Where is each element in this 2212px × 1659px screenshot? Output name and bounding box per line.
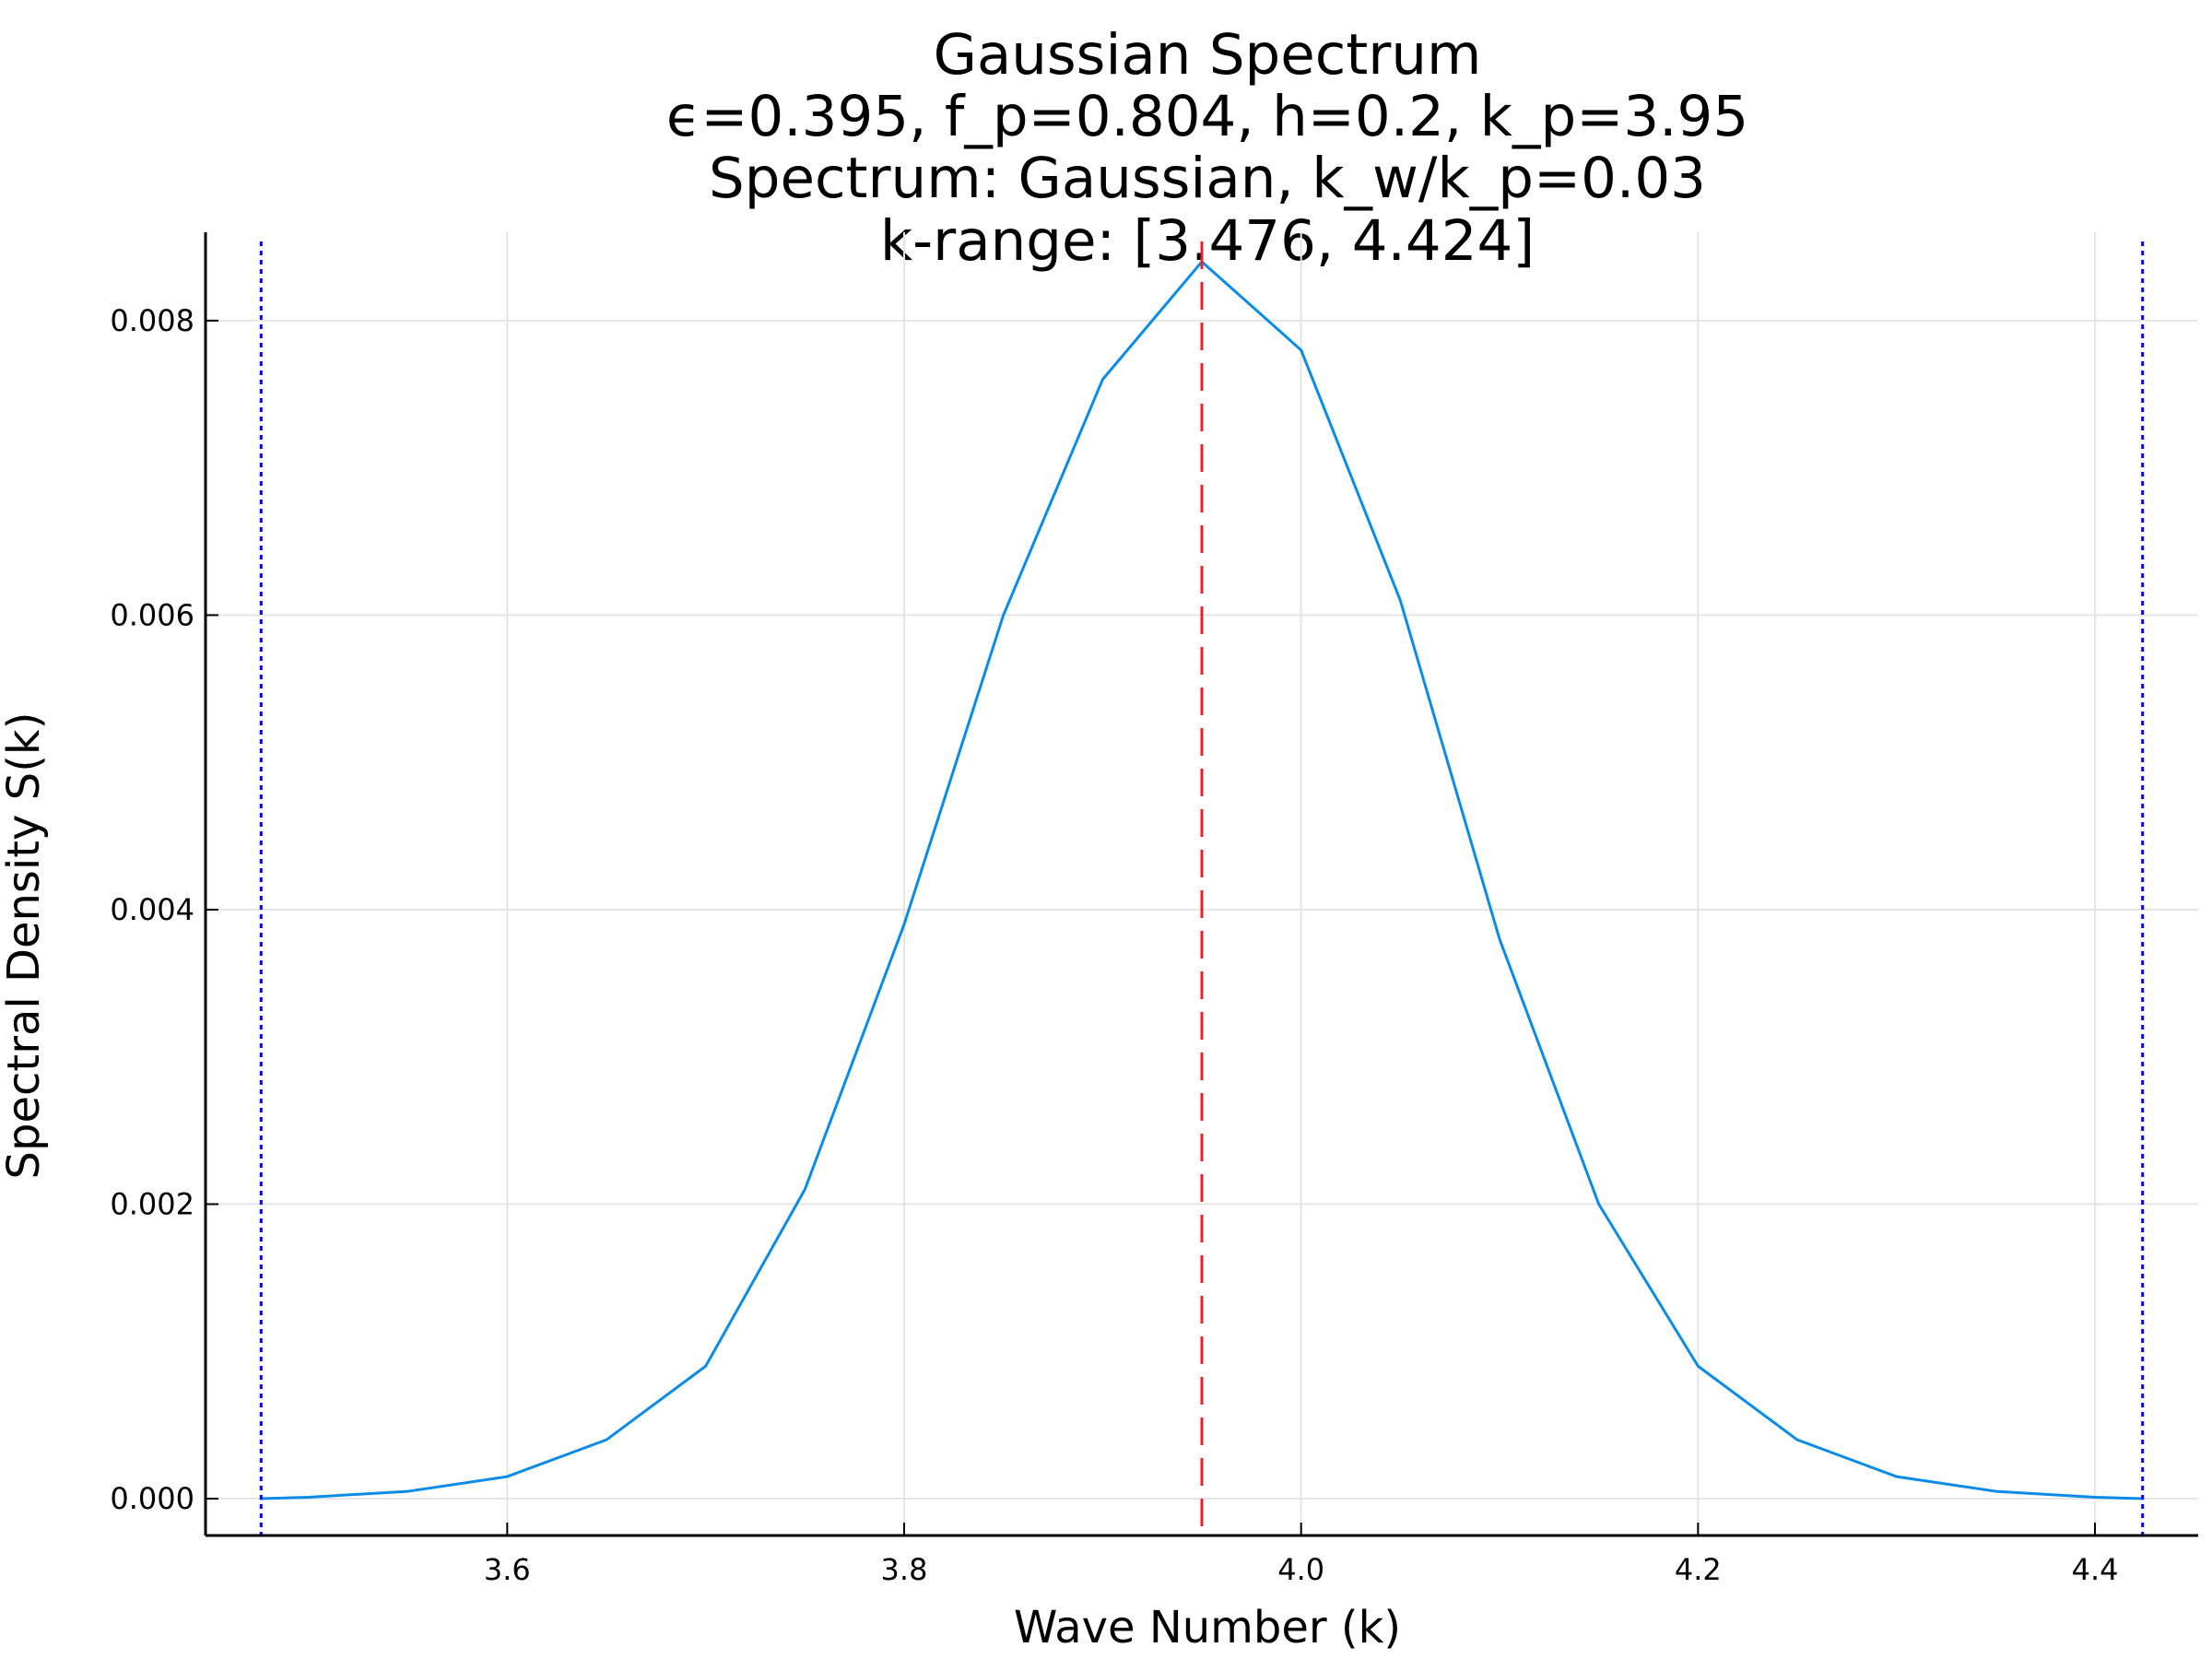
reference-line-layer (259, 241, 2145, 1535)
y-tick-label: 0.000 (110, 1481, 194, 1516)
x-tick-label: 3.8 (881, 1552, 928, 1587)
x-axis-label: Wave Number (k) (1014, 1602, 1401, 1653)
y-tick-label: 0.002 (110, 1187, 194, 1222)
chart-title-line-1: Gaussian Spectrum (934, 22, 1482, 88)
chart-title-line-2: ϵ=0.395, f_p=0.804, h=0.2, k_p=3.95 (666, 84, 1748, 149)
tick-layer: 3.6 3.8 4.0 4.2 4.4 0.000 0.002 0.004 0.006 0.008 (110, 303, 2118, 1587)
y-tick-label: 0.008 (110, 303, 194, 338)
chart-title: Gaussian Spectrum ϵ=0.395, f_p=0.804, h=… (666, 22, 1748, 274)
y-tick-label: 0.006 (110, 597, 194, 632)
y-axis-label: Spectral Density S(k) (0, 712, 50, 1180)
grid-layer (206, 232, 2198, 1535)
x-tick-label: 4.4 (2072, 1552, 2119, 1587)
x-tick-label: 4.2 (1675, 1552, 1722, 1587)
x-tick-label: 4.0 (1277, 1552, 1324, 1587)
y-tick-label: 0.004 (110, 892, 194, 927)
x-tick-label: 3.6 (484, 1552, 531, 1587)
chart-title-line-4: k-range: [3.476, 4.424] (880, 208, 1535, 274)
chart-title-line-3: Spectrum: Gaussian, k_w/k_p=0.03 (709, 146, 1706, 211)
axis-layer (204, 232, 2198, 1537)
